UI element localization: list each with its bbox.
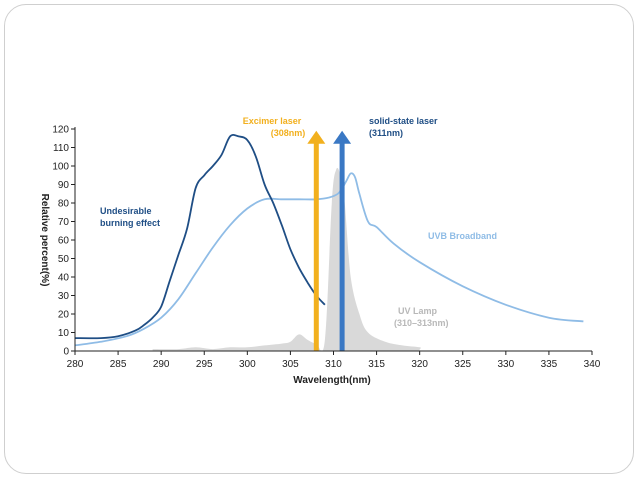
uvb-annotation: UVB Broadband bbox=[428, 231, 497, 241]
x-axis-title: Wavelength(nm) bbox=[293, 375, 370, 386]
y-tick-label: 0 bbox=[63, 347, 69, 358]
y-tick-label: 120 bbox=[52, 125, 69, 136]
x-tick-label: 320 bbox=[411, 359, 428, 370]
x-tick-label: 310 bbox=[325, 359, 342, 370]
y-tick-label: 80 bbox=[58, 199, 70, 210]
x-tick-label: 335 bbox=[541, 359, 558, 370]
y-tick-label: 60 bbox=[58, 236, 70, 247]
y-tick-label: 90 bbox=[58, 180, 70, 191]
series-uv-lamp bbox=[152, 167, 421, 352]
y-tick-label: 10 bbox=[58, 328, 70, 339]
solid-state-label-line1: solid-state laser bbox=[369, 116, 438, 126]
excimer-label-line1: Excimer laser bbox=[243, 116, 302, 126]
x-tick-label: 330 bbox=[497, 359, 514, 370]
x-tick-label: 325 bbox=[454, 359, 471, 370]
x-tick-label: 315 bbox=[368, 359, 385, 370]
lamp-annotation-line1: UV Lamp bbox=[398, 306, 438, 316]
y-axis-title: Relative percent(%) bbox=[39, 194, 50, 287]
excimer-label-line2: (308nm) bbox=[271, 128, 306, 138]
y-tick-label: 30 bbox=[58, 291, 70, 302]
burning-annotation-line1: Undesirable bbox=[100, 206, 152, 216]
series-uvb-broadband bbox=[74, 172, 584, 347]
excimer-laser-arrow bbox=[307, 130, 326, 351]
series-burning-effect bbox=[74, 133, 326, 340]
x-tick-label: 290 bbox=[153, 359, 170, 370]
y-tick-label: 100 bbox=[52, 162, 69, 173]
solid-state-label-line2: (311nm) bbox=[369, 128, 403, 138]
solid-state-laser-arrow bbox=[333, 130, 352, 351]
x-tick-label: 280 bbox=[67, 359, 84, 370]
y-tick-label: 20 bbox=[58, 310, 70, 321]
x-tick-label: 285 bbox=[110, 359, 127, 370]
y-tick-label: 70 bbox=[58, 217, 70, 228]
x-tick-label: 340 bbox=[584, 359, 601, 370]
x-tick-label: 305 bbox=[282, 359, 299, 370]
y-tick-label: 50 bbox=[58, 254, 70, 265]
x-tick-label: 295 bbox=[196, 359, 213, 370]
chart-frame bbox=[4, 4, 634, 474]
y-tick-label: 110 bbox=[53, 143, 69, 154]
lamp-annotation-line2: (310–313nm) bbox=[394, 318, 449, 328]
burning-annotation-line2: burning effect bbox=[100, 218, 160, 228]
y-tick-label: 40 bbox=[58, 273, 70, 284]
x-tick-label: 300 bbox=[239, 359, 256, 370]
